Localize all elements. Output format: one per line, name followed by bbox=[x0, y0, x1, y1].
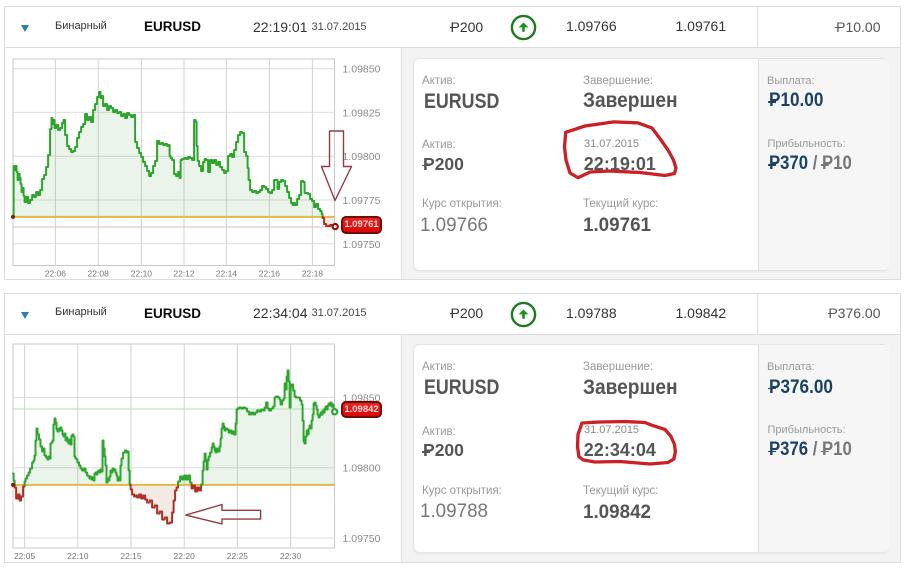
svg-text:22:12: 22:12 bbox=[173, 269, 195, 279]
svg-text:1.09750: 1.09750 bbox=[343, 532, 381, 544]
svg-text:22:15: 22:15 bbox=[120, 551, 142, 561]
svg-text:22:20: 22:20 bbox=[174, 551, 196, 561]
svg-text:1.09825: 1.09825 bbox=[343, 107, 381, 119]
svg-text:22:06: 22:06 bbox=[45, 269, 67, 279]
svg-text:22:08: 22:08 bbox=[88, 269, 110, 279]
svg-text:22:18: 22:18 bbox=[302, 269, 324, 279]
svg-text:22:10: 22:10 bbox=[131, 269, 153, 279]
svg-text:22:05: 22:05 bbox=[14, 551, 36, 561]
svg-text:1.09775: 1.09775 bbox=[343, 195, 381, 207]
svg-text:22:25: 22:25 bbox=[227, 551, 249, 561]
svg-text:1.09850: 1.09850 bbox=[343, 64, 381, 76]
svg-text:22:30: 22:30 bbox=[280, 551, 302, 561]
svg-text:22:16: 22:16 bbox=[259, 269, 281, 279]
svg-text:1.09750: 1.09750 bbox=[343, 239, 381, 251]
svg-text:22:14: 22:14 bbox=[216, 269, 238, 279]
svg-text:1.09800: 1.09800 bbox=[343, 462, 381, 474]
svg-text:1.09800: 1.09800 bbox=[343, 151, 381, 163]
svg-text:22:10: 22:10 bbox=[67, 551, 89, 561]
